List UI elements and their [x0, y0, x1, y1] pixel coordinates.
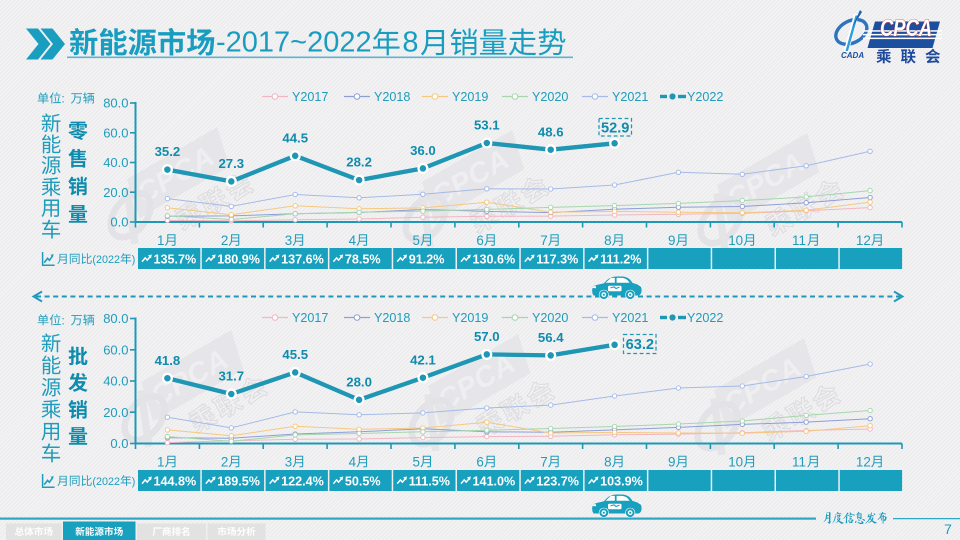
svg-text:123.7%: 123.7%	[536, 474, 579, 488]
svg-text:): )	[132, 476, 136, 488]
svg-text:4: 4	[349, 233, 357, 248]
svg-text:180.9%: 180.9%	[217, 252, 260, 266]
svg-text:Y2017: Y2017	[292, 90, 328, 104]
svg-text:CPCA: CPCA	[880, 15, 932, 42]
svg-text:60.0: 60.0	[103, 342, 128, 357]
svg-text:CADA: CADA	[841, 51, 864, 60]
svg-text:(2022: (2022	[92, 476, 120, 488]
svg-text::: :	[61, 313, 64, 327]
svg-text:8: 8	[604, 233, 611, 248]
svg-text:42.1: 42.1	[410, 352, 436, 367]
svg-text:7: 7	[540, 233, 547, 248]
svg-text:9: 9	[668, 233, 675, 248]
svg-text:111.5%: 111.5%	[409, 474, 450, 488]
svg-text:20.0: 20.0	[103, 405, 128, 420]
svg-text:137.6%: 137.6%	[281, 252, 324, 266]
svg-text:103.9%: 103.9%	[600, 474, 643, 488]
svg-text:111.2%: 111.2%	[600, 252, 641, 266]
svg-text:144.8%: 144.8%	[154, 474, 197, 488]
svg-text:28.0: 28.0	[346, 374, 372, 389]
svg-text:-2017~2022: -2017~2022	[216, 27, 372, 59]
svg-text:6: 6	[476, 454, 483, 469]
svg-text:31.7: 31.7	[218, 369, 244, 384]
svg-text:80.0: 80.0	[103, 96, 128, 111]
svg-text:28.2: 28.2	[346, 155, 372, 170]
svg-text:117.3%: 117.3%	[536, 252, 578, 266]
svg-text:9: 9	[668, 454, 675, 469]
svg-text:56.4: 56.4	[538, 330, 564, 345]
svg-text:12: 12	[856, 454, 871, 469]
svg-text:0.0: 0.0	[110, 436, 128, 451]
svg-text:2: 2	[221, 233, 228, 248]
svg-text:Y2022: Y2022	[687, 311, 723, 325]
svg-text:130.6%: 130.6%	[473, 252, 516, 266]
svg-text:20.0: 20.0	[103, 185, 128, 200]
svg-text:36.0: 36.0	[410, 143, 436, 158]
svg-text:60.0: 60.0	[103, 125, 128, 140]
svg-text:Y2021: Y2021	[612, 311, 648, 325]
svg-text:7: 7	[944, 521, 952, 537]
svg-text:35.2: 35.2	[155, 144, 181, 159]
svg-text:CPCA: CPCA	[721, 146, 810, 216]
svg-text:5: 5	[413, 454, 420, 469]
svg-text:11: 11	[792, 233, 806, 248]
svg-text:8: 8	[604, 454, 611, 469]
svg-text:11: 11	[792, 454, 806, 469]
svg-text:Y2021: Y2021	[612, 90, 648, 104]
svg-text:189.5%: 189.5%	[217, 474, 260, 488]
svg-text:Y2019: Y2019	[452, 90, 488, 104]
svg-text:1: 1	[157, 454, 164, 469]
svg-text:CPCA: CPCA	[426, 143, 515, 213]
svg-text:3: 3	[285, 454, 292, 469]
svg-text:5: 5	[413, 233, 420, 248]
svg-text:Y2018: Y2018	[374, 311, 410, 325]
svg-text:41.8: 41.8	[155, 353, 181, 368]
svg-text:27.3: 27.3	[218, 156, 244, 171]
svg-text:10: 10	[728, 454, 743, 469]
svg-text:Y2019: Y2019	[452, 311, 488, 325]
svg-text:141.0%: 141.0%	[473, 474, 516, 488]
svg-text:57.0: 57.0	[474, 329, 500, 344]
svg-text:45.5: 45.5	[282, 347, 308, 362]
svg-text:2: 2	[221, 454, 228, 469]
svg-text:52.9: 52.9	[601, 120, 629, 136]
svg-text:6: 6	[476, 233, 483, 248]
svg-text:91.2%: 91.2%	[409, 252, 445, 266]
svg-text:53.1: 53.1	[474, 118, 500, 133]
svg-text:(2022: (2022	[92, 254, 120, 266]
svg-text:48.6: 48.6	[538, 124, 564, 139]
svg-text:Y2022: Y2022	[687, 90, 723, 104]
svg-text:135.7%: 135.7%	[154, 252, 197, 266]
svg-text:44.5: 44.5	[282, 130, 308, 145]
svg-text:Y2018: Y2018	[374, 90, 410, 104]
svg-text:12: 12	[856, 233, 871, 248]
svg-text:122.4%: 122.4%	[281, 474, 324, 488]
svg-text:3: 3	[285, 233, 292, 248]
svg-text:1: 1	[157, 233, 164, 248]
svg-text:80.0: 80.0	[103, 311, 128, 326]
svg-text:4: 4	[349, 454, 357, 469]
svg-text:8: 8	[402, 27, 418, 59]
svg-text:50.5%: 50.5%	[345, 474, 381, 488]
svg-text:0.0: 0.0	[110, 215, 128, 230]
svg-text::: :	[61, 92, 64, 106]
svg-text:Y2017: Y2017	[292, 311, 328, 325]
svg-text:78.5%: 78.5%	[345, 252, 381, 266]
svg-text:7: 7	[540, 454, 547, 469]
svg-text:63.2: 63.2	[626, 337, 654, 353]
svg-text:Y2020: Y2020	[532, 90, 568, 104]
svg-text:10: 10	[728, 233, 743, 248]
svg-text:40.0: 40.0	[103, 155, 128, 170]
svg-text:): )	[132, 254, 136, 266]
svg-text:Y2020: Y2020	[532, 311, 568, 325]
svg-text:40.0: 40.0	[103, 374, 128, 389]
